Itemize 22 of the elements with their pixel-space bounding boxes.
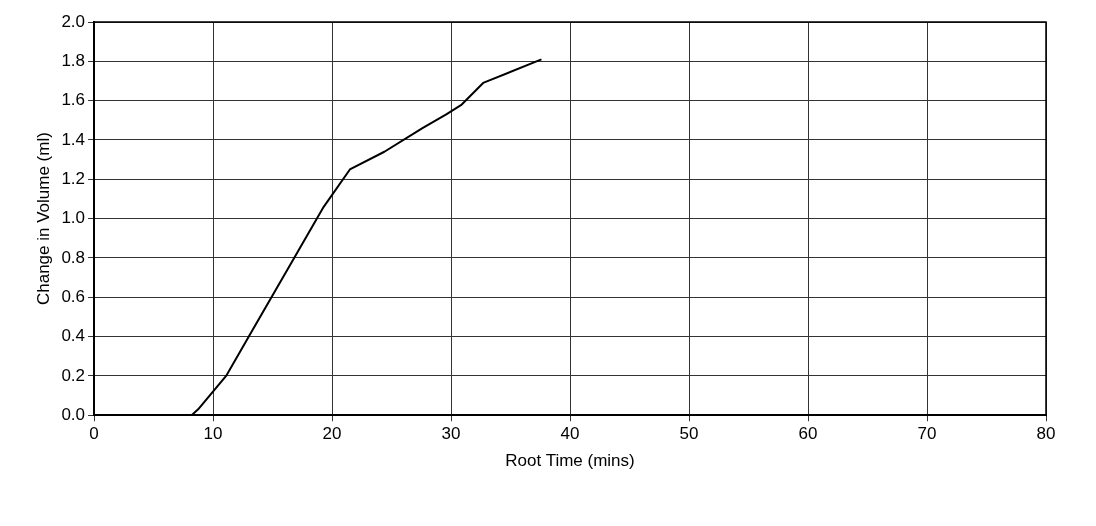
y-tick-label: 1.8 [61,51,86,71]
y-tick-label: 0.4 [61,326,86,346]
x-tick-label: 50 [679,424,699,444]
x-tick-label: 20 [322,424,342,444]
x-tick-label: 80 [1036,424,1056,444]
x-tick-label: 60 [798,424,818,444]
y-tick-label: 2.0 [61,11,86,31]
y-tick-label: 1.4 [61,129,86,149]
y-tick-label: 1.0 [61,208,86,228]
x-tick-label: 30 [441,424,461,444]
y-axis-title: Change in Volume (ml) [33,132,53,306]
x-tick-label: 10 [203,424,223,444]
y-tick-label: 0.6 [61,286,86,306]
x-tick-label: 70 [917,424,937,444]
y-tick-label: 0.0 [61,404,86,424]
y-tick-label: 1.6 [61,90,86,110]
y-tick-label: 1.2 [61,168,86,188]
x-tick-label: 0 [89,424,99,444]
y-tick-label: 0.8 [61,247,86,267]
x-axis-title: Root Time (mins) [505,451,635,471]
x-tick-label: 40 [560,424,580,444]
y-tick-label: 0.2 [61,365,86,385]
